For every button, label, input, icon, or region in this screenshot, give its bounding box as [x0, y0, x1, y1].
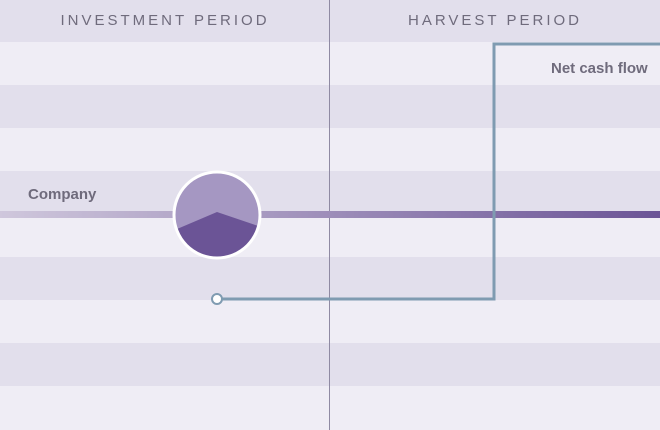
row-stripe	[0, 343, 660, 386]
company-line	[0, 211, 660, 218]
row-stripe	[0, 171, 660, 214]
row-stripe	[0, 42, 660, 85]
row-stripe	[0, 386, 660, 430]
cash-flow-start-marker	[211, 293, 223, 305]
row-stripe	[0, 257, 660, 300]
row-stripe	[0, 214, 660, 257]
row-stripe	[0, 300, 660, 343]
company-label: Company	[28, 186, 97, 203]
row-stripe	[0, 85, 660, 128]
row-stripe	[0, 0, 660, 42]
net-cash-flow-line	[217, 42, 660, 301]
company-node	[172, 170, 262, 260]
harvest-period-header: HARVEST PERIOD	[408, 12, 582, 29]
net-cash-flow-label: Net cash flow	[551, 60, 648, 77]
investment-period-header: INVESTMENT PERIOD	[60, 12, 270, 29]
row-stripe	[0, 128, 660, 171]
